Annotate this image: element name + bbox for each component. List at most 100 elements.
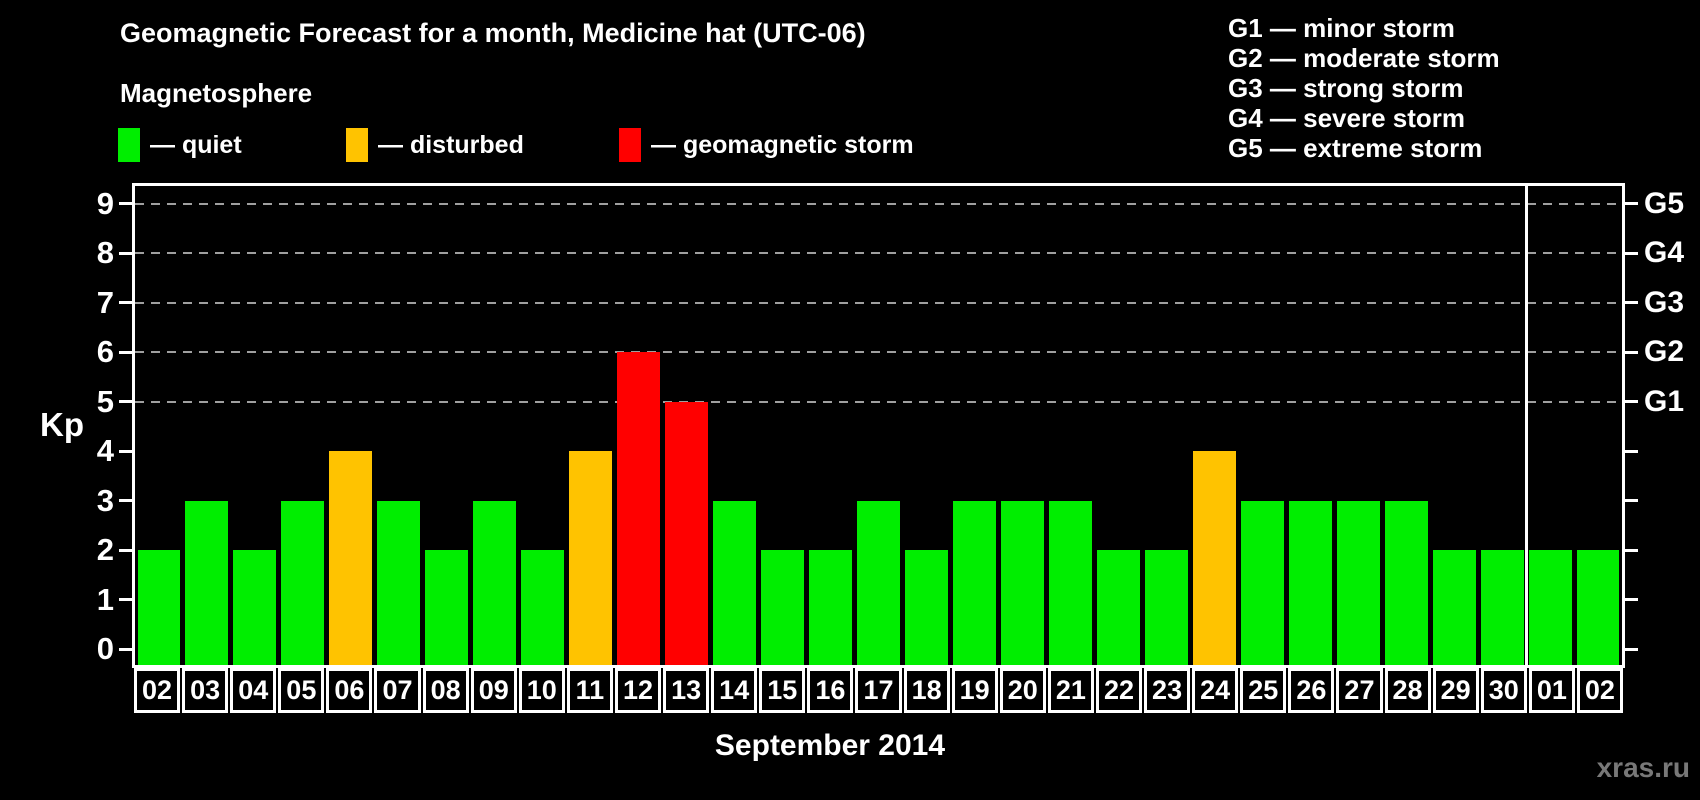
y-axis-title: Kp <box>40 406 84 443</box>
day-label-box-15: 17 <box>855 668 902 713</box>
g-scale-label-G3: G3 <box>1644 285 1685 319</box>
day-label-box-14: 16 <box>807 668 854 713</box>
kp-bar-day-02 <box>137 550 181 665</box>
y-tick-6 <box>119 350 132 354</box>
day-label-box-3: 05 <box>278 668 325 713</box>
day-label-box-2: 04 <box>230 668 277 713</box>
kp-bar-day-26 <box>1288 500 1332 665</box>
gridline-kp-7 <box>135 301 1622 304</box>
y-tick-1 <box>119 598 132 601</box>
day-label-box-23: 25 <box>1240 668 1287 713</box>
plot-area <box>132 183 1625 668</box>
day-label-box-28: 30 <box>1480 668 1527 713</box>
storm-scale-item-4: G4 — severe storm <box>1228 103 1466 133</box>
kp-bar-day-12 <box>617 352 661 665</box>
kp-bar-day-30 <box>1480 550 1524 665</box>
legend-item-quiet: — quiet <box>118 128 242 162</box>
day-label-box-16: 18 <box>903 668 950 713</box>
day-label-box-17: 19 <box>951 668 998 713</box>
legend-label-quiet: — quiet <box>150 130 242 159</box>
kp-bar-day-29 <box>1432 550 1476 665</box>
y-tick-label-1: 1 <box>96 581 114 617</box>
y-tick-label-3: 3 <box>96 482 114 518</box>
y-tick-3 <box>119 499 132 502</box>
x-axis-title: September 2014 <box>714 729 946 762</box>
day-label-box-26: 28 <box>1384 668 1431 713</box>
day-label-box-6: 08 <box>422 668 469 713</box>
kp-bar-day-24 <box>1192 451 1236 665</box>
y-tick-2 <box>119 548 132 552</box>
y-tick-7 <box>119 301 132 304</box>
right-tick-9 <box>1625 202 1638 205</box>
kp-bar-day-16 <box>809 550 852 665</box>
y-tick-8 <box>119 251 132 255</box>
y-tick-label-8: 8 <box>96 235 114 270</box>
y-tick-5 <box>119 400 132 403</box>
right-tick-3 <box>1625 499 1638 502</box>
storm-scale-item-3: G3 — strong storm <box>1228 73 1464 103</box>
right-tick-0 <box>1625 647 1638 651</box>
month-separator-line <box>1524 186 1528 665</box>
kp-bar-day-21 <box>1048 500 1092 665</box>
right-tick-5 <box>1625 400 1638 403</box>
storm-scale-item-2: G2 — moderate storm <box>1228 43 1500 73</box>
legend-swatch-storm <box>619 128 641 162</box>
right-tick-1 <box>1625 598 1638 601</box>
storm-scale-item-1: G1 — minor storm <box>1228 13 1455 43</box>
day-label-box-24: 26 <box>1288 668 1335 713</box>
day-label-box-21: 23 <box>1144 668 1191 713</box>
storm-scale-legend: G1 — minor storm G2 — moderate storm G3 — … <box>1228 13 1500 163</box>
y-tick-label-9: 9 <box>96 185 114 221</box>
kp-bar-day-09 <box>473 500 517 665</box>
gridline-kp-9 <box>135 202 1622 205</box>
legend-item-disturbed: — disturbed <box>346 128 524 162</box>
kp-bar-day-02 <box>1576 550 1620 665</box>
right-tick-4 <box>1625 449 1638 453</box>
y-tick-label-7: 7 <box>96 284 114 320</box>
day-label-box-19: 21 <box>1047 668 1094 713</box>
right-tick-7 <box>1625 301 1638 304</box>
kp-bar-day-05 <box>281 500 325 665</box>
day-label-box-1: 03 <box>182 668 229 713</box>
legend-swatch-quiet <box>118 128 140 162</box>
kp-bar-day-17 <box>857 500 900 665</box>
y-tick-4 <box>119 449 132 453</box>
day-label-box-5: 07 <box>374 668 421 713</box>
storm-scale-item-5: G5 — extreme storm <box>1228 133 1483 163</box>
y-tick-0 <box>119 647 132 651</box>
kp-bar-day-06 <box>329 451 373 665</box>
kp-bar-day-27 <box>1336 500 1380 665</box>
day-label-box-20: 22 <box>1095 668 1143 713</box>
day-label-box-27: 29 <box>1432 668 1479 713</box>
kp-bar-day-19 <box>952 500 996 665</box>
day-label-box-0: 02 <box>134 668 181 713</box>
day-label-box-9: 11 <box>566 668 613 713</box>
kp-bar-day-13 <box>665 401 709 665</box>
kp-bar-day-03 <box>185 500 229 665</box>
chart-title: Geomagnetic Forecast for a month, Medici… <box>120 18 866 48</box>
right-tick-2 <box>1625 548 1638 552</box>
day-label-box-4: 06 <box>326 668 373 713</box>
day-label-box-10: 12 <box>614 668 662 713</box>
day-label-box-13: 15 <box>759 668 806 713</box>
day-label-box-12: 14 <box>711 668 758 713</box>
kp-bar-day-25 <box>1240 500 1284 665</box>
day-label-box-29: 01 <box>1528 668 1575 713</box>
watermark: xras.ru <box>1596 752 1690 783</box>
kp-bar-day-14 <box>713 500 757 665</box>
gridline-kp-8 <box>135 252 1622 254</box>
day-label-box-22: 24 <box>1192 668 1239 713</box>
y-tick-label-0: 0 <box>96 631 114 666</box>
legend-label-disturbed: — disturbed <box>378 130 524 159</box>
kp-bar-day-22 <box>1096 550 1140 665</box>
legend-title: Magnetosphere <box>120 78 313 108</box>
g-scale-label-G2: G2 <box>1644 335 1685 368</box>
kp-bar-day-07 <box>377 500 421 665</box>
kp-bar-day-23 <box>1144 550 1188 665</box>
g-scale-label-G5: G5 <box>1644 186 1685 220</box>
day-label-box-18: 20 <box>999 668 1046 713</box>
day-label-box-30: 02 <box>1576 668 1623 713</box>
g-scale-label-G4: G4 <box>1644 236 1685 269</box>
y-tick-label-2: 2 <box>96 532 114 567</box>
day-label-box-11: 13 <box>663 668 710 713</box>
